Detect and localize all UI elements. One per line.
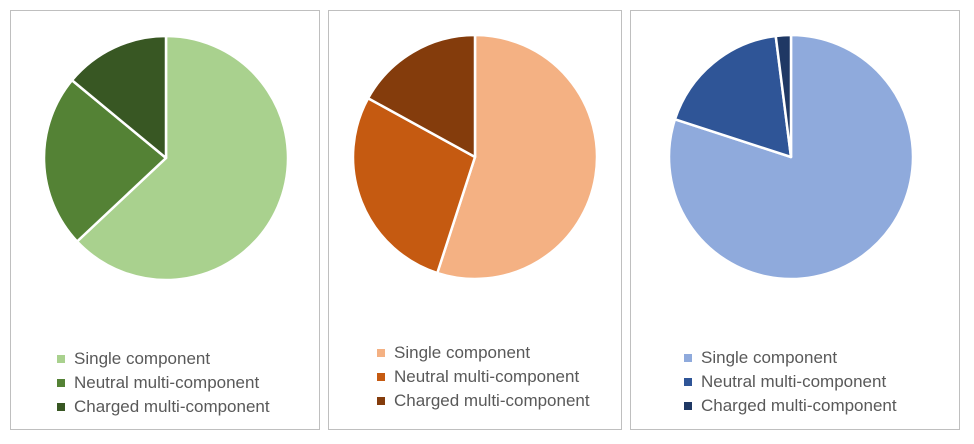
legend-swatch bbox=[684, 402, 692, 410]
legend-label: Single component bbox=[701, 348, 838, 367]
pie-slice-neutral-multi-component bbox=[351, 96, 477, 275]
pie-chart-2 bbox=[351, 33, 599, 281]
legend-chart-3: Single component Neutral multi-component… bbox=[684, 346, 897, 418]
pie-chart-panel-3: Single component Neutral multi-component… bbox=[630, 10, 960, 430]
pie-chart-panel-1: Single component Neutral multi-component… bbox=[10, 10, 320, 430]
legend-label: Neutral multi-component bbox=[394, 367, 580, 386]
legend-label: Single component bbox=[74, 349, 211, 368]
legend-label: Charged multi-component bbox=[701, 396, 897, 415]
legend-swatch bbox=[377, 349, 385, 357]
legend-label: Single component bbox=[394, 343, 531, 362]
legend-swatch bbox=[684, 378, 692, 386]
legend-swatch bbox=[377, 397, 385, 405]
legend-label: Charged multi-component bbox=[394, 391, 590, 410]
legend-item-single-component: Single component bbox=[377, 341, 590, 365]
pie-slice-charged-multi-component bbox=[774, 33, 793, 159]
legend-swatch bbox=[377, 373, 385, 381]
pie-chart-1 bbox=[42, 34, 290, 282]
legend-label: Charged multi-component bbox=[74, 397, 270, 416]
pie-slice-charged-multi-component bbox=[366, 33, 477, 159]
legend-swatch bbox=[57, 379, 65, 387]
pie-slice-neutral-multi-component bbox=[673, 34, 793, 159]
pie-chart-3 bbox=[667, 33, 915, 281]
pie-slice-neutral-multi-component bbox=[42, 78, 168, 243]
legend-item-charged-multi-component: Charged multi-component bbox=[57, 395, 270, 419]
legend-item-neutral-multi-component: Neutral multi-component bbox=[684, 370, 897, 394]
pie-slice-charged-multi-component bbox=[70, 34, 168, 160]
legend-label: Neutral multi-component bbox=[74, 373, 260, 392]
legend-item-charged-multi-component: Charged multi-component bbox=[684, 394, 897, 418]
legend-item-single-component: Single component bbox=[684, 346, 897, 370]
legend-item-charged-multi-component: Charged multi-component bbox=[377, 389, 590, 413]
legend-item-single-component: Single component bbox=[57, 347, 270, 371]
pie-slice-single-component bbox=[436, 33, 599, 281]
pie-chart-panel-2: Single component Neutral multi-component… bbox=[328, 10, 622, 430]
pie-slice-single-component bbox=[75, 34, 290, 282]
legend-chart-1: Single component Neutral multi-component… bbox=[57, 347, 270, 419]
legend-swatch bbox=[684, 354, 692, 362]
legend-swatch bbox=[57, 403, 65, 411]
legend-item-neutral-multi-component: Neutral multi-component bbox=[57, 371, 270, 395]
legend-item-neutral-multi-component: Neutral multi-component bbox=[377, 365, 590, 389]
legend-swatch bbox=[57, 355, 65, 363]
legend-label: Neutral multi-component bbox=[701, 372, 887, 391]
legend-chart-2: Single component Neutral multi-component… bbox=[377, 341, 590, 413]
